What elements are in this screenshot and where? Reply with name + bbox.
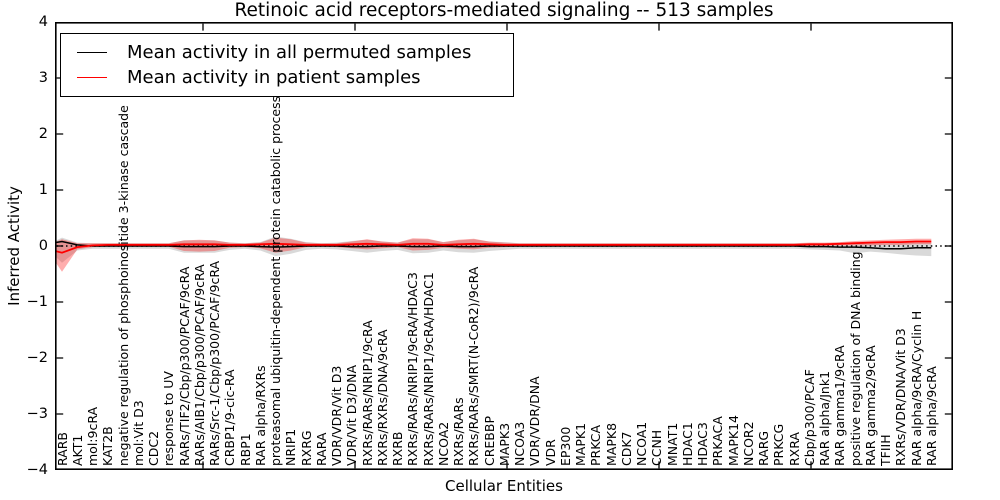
red-line-swatch-icon (77, 77, 107, 79)
y-axis-tick-labels: 4 3 2 1 0 −1 −2 −3 −4 (0, 14, 48, 478)
black-line-swatch-icon (77, 51, 107, 53)
legend-entry-permuted: Mean activity in all permuted samples (61, 42, 513, 63)
y-tick-label: −4 (26, 462, 48, 478)
y-tick-label: 3 (38, 70, 48, 86)
patient-samples-std-band (55, 237, 932, 272)
y-tick-label: 4 (38, 14, 48, 30)
x-axis-label: Cellular Entities (445, 477, 563, 495)
legend-label-permuted: Mean activity in all permuted samples (127, 41, 472, 63)
y-tick-label: −1 (26, 294, 48, 310)
y-tick-label: −2 (26, 350, 48, 366)
y-tick-label: −3 (26, 406, 48, 422)
legend-label-patient: Mean activity in patient samples (127, 67, 421, 89)
legend-entry-patient: Mean activity in patient samples (61, 67, 513, 88)
plot-area (55, 22, 953, 470)
permuted-mean-line (55, 240, 932, 250)
y-tick-label: 1 (38, 182, 48, 198)
y-tick-label: 2 (38, 126, 48, 142)
chart-title: Retinoic acid receptors-mediated signali… (234, 0, 774, 21)
y-tick-label: 0 (38, 238, 48, 254)
axis-ticks (56, 22, 952, 470)
legend: Mean activity in all permuted samples Me… (60, 33, 514, 97)
axes-frame (55, 22, 953, 470)
patient-mean-line (55, 240, 932, 254)
